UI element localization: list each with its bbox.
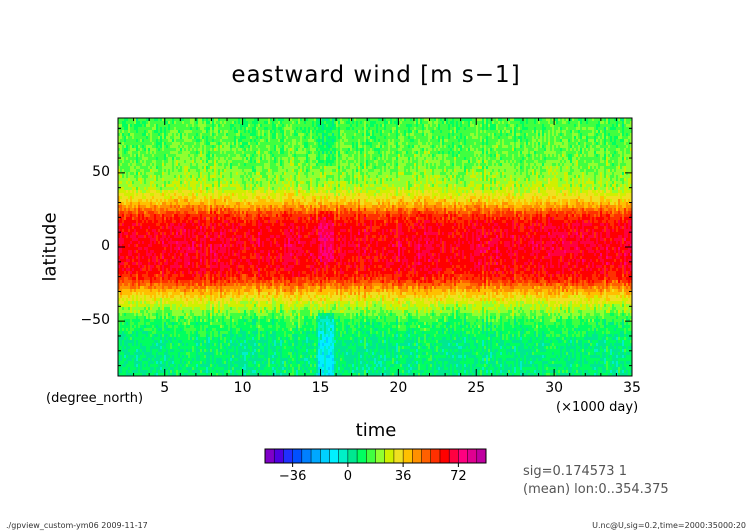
heatmap (118, 118, 633, 377)
